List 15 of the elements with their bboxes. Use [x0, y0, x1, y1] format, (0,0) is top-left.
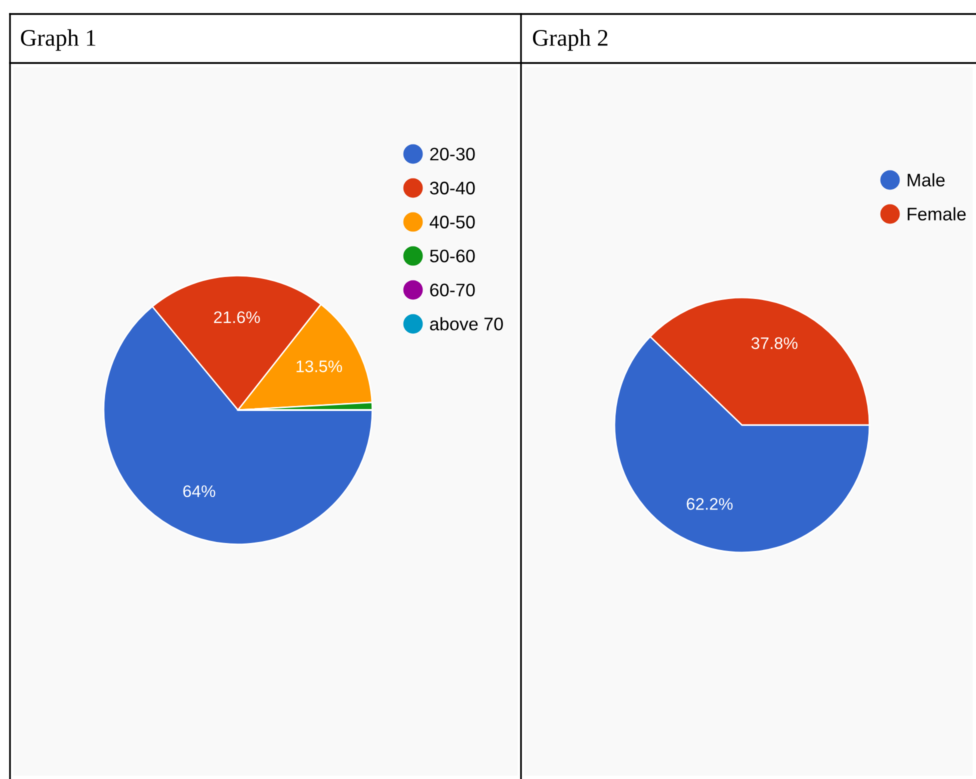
- legend-label: 40-50: [430, 216, 475, 228]
- chart-title: Graph 2: [532, 29, 608, 51]
- data-label: 37.8%: [751, 337, 798, 350]
- data-label: 21.6%: [214, 311, 260, 324]
- legend-label: 30-40: [430, 182, 475, 194]
- legend-label: 60-70: [430, 284, 475, 296]
- legend-label: 50-60: [430, 250, 475, 262]
- legend-label: 20-30: [430, 148, 475, 160]
- data-label: 62.2%: [686, 498, 733, 510]
- legend-label: Female: [908, 207, 966, 220]
- chart-title: Graph 1: [20, 29, 96, 51]
- data-label: 64%: [183, 485, 216, 498]
- legend-label: above 70: [430, 317, 503, 330]
- data-label: 13.5%: [296, 360, 342, 372]
- legend-label: Male: [908, 173, 945, 186]
